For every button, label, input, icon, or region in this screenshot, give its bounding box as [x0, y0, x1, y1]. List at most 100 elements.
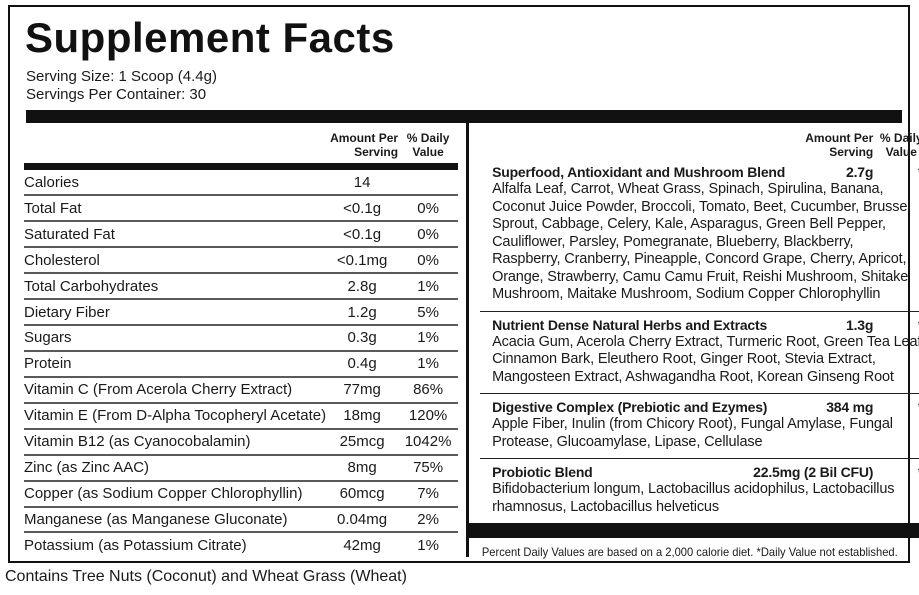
- table-row: Saturated Fat <0.1g 0%: [24, 222, 459, 249]
- nutrient-amount: 42mg: [343, 536, 381, 554]
- blends-panel: Amount Per Serving % Daily Value Superfo…: [469, 123, 919, 560]
- dv-header-line2: Value: [412, 145, 444, 160]
- blend-amount: 22.5mg (2 Bil CFU): [753, 464, 874, 481]
- nutrient-name: Vitamin E (From D-Alpha Tocopheryl Aceta…: [24, 407, 327, 425]
- nutrient-daily-value: 120%: [408, 407, 448, 425]
- table-row: Total Carbohydrates 2.8g 1%: [24, 274, 459, 301]
- header-rule-left: [24, 163, 459, 171]
- amount-header-line1: Amount Per: [330, 131, 399, 146]
- nutrient-rows: Calories 14 Total Fat <0.1g 0% Saturated…: [24, 170, 459, 557]
- nutrient-amount: <0.1g: [343, 199, 382, 217]
- table-row: Sugars 0.3g 1%: [24, 326, 459, 352]
- nutrient-amount: <0.1g: [343, 225, 382, 243]
- table-row: Vitamin C (From Acerola Cherry Extract) …: [24, 378, 459, 404]
- page-title: Supplement Facts: [25, 14, 395, 61]
- table-row: Dietary Fiber 1.2g 5%: [24, 300, 459, 326]
- column-divider: [466, 123, 470, 558]
- nutrient-name: Zinc (as Zinc AAC): [24, 459, 150, 477]
- blend-name: Digestive Complex (Prebiotic and Ezymes): [492, 399, 768, 416]
- supplement-facts-label: Supplement Facts Serving Size: 1 Scoop (…: [8, 5, 919, 563]
- nutrient-daily-value: 1%: [417, 355, 439, 373]
- blend-ingredients: Alfalfa Leaf, Carrot, Wheat Grass, Spina…: [492, 181, 911, 303]
- nutrient-daily-value: 86%: [413, 381, 444, 399]
- nutrient-amount: 25mcg: [339, 433, 385, 451]
- blend-list: Superfood, Antioxidant and Mushroom Blen…: [480, 159, 919, 523]
- nutrient-name: Total Fat: [24, 199, 82, 217]
- footnote-group: Percent Daily Values are based on a 2,00…: [469, 523, 919, 560]
- nutrient-daily-value: 1%: [417, 536, 439, 554]
- dv-header-line2: Value: [885, 145, 917, 160]
- dv-header-line1: % Daily: [406, 131, 450, 146]
- nutrient-name: Potassium (as Potassium Citrate): [24, 536, 247, 554]
- nutrient-amount: <0.1mg: [336, 251, 388, 269]
- nutrient-amount: 0.4g: [347, 355, 377, 373]
- dv-header-line1: % Daily: [879, 131, 919, 146]
- nutrient-daily-value: 1%: [417, 277, 439, 295]
- footnote: Percent Daily Values are based on a 2,00…: [481, 545, 898, 560]
- blend-daily-value: *: [873, 164, 919, 180]
- nutrient-name: Total Carbohydrates: [24, 277, 159, 295]
- nutrient-name: Protein: [24, 355, 72, 373]
- blend-header: Superfood, Antioxidant and Mushroom Blen…: [492, 164, 919, 180]
- amount-header-line1: Amount Per: [805, 131, 874, 146]
- table-row: Vitamin B12 (as Cyanocobalamin) 25mcg 10…: [24, 430, 459, 456]
- nutrients-header: Amount Per Serving % Daily Value: [24, 123, 458, 163]
- table-row: Manganese (as Manganese Gluconate) 0.04m…: [24, 508, 459, 534]
- nutrient-daily-value: 0%: [417, 199, 439, 217]
- nutrient-name: Vitamin C (From Acerola Cherry Extract): [24, 381, 293, 399]
- nutrient-daily-value: 1042%: [404, 433, 452, 451]
- label-columns: Amount Per Serving % Daily Value Calorie…: [10, 123, 919, 559]
- nutrient-daily-value: 2%: [417, 511, 439, 529]
- table-row: Vitamin E (From D-Alpha Tocopheryl Aceta…: [24, 404, 459, 430]
- table-row: Cholesterol <0.1mg 0%: [24, 248, 459, 275]
- nutrient-name: Calories: [24, 173, 80, 191]
- nutrient-name: Cholesterol: [24, 251, 100, 269]
- nutrient-amount: 18mg: [343, 407, 381, 425]
- nutrient-daily-value: 0%: [417, 225, 439, 243]
- table-row: Total Fat <0.1g 0%: [24, 196, 459, 223]
- nutrient-name: Copper (as Sodium Copper Chlorophyllin): [24, 485, 303, 503]
- nutrient-amount: 14: [353, 173, 371, 191]
- nutrient-name: Saturated Fat: [24, 225, 115, 243]
- blend-daily-value: *: [873, 399, 919, 415]
- table-row: Copper (as Sodium Copper Chlorophyllin) …: [24, 482, 459, 508]
- bottom-divider-bar: [469, 523, 919, 539]
- blend-amount: 1.3g: [846, 316, 874, 333]
- nutrient-daily-value: 0%: [417, 251, 439, 269]
- nutrient-daily-value: 5%: [417, 303, 439, 321]
- blend-name: Superfood, Antioxidant and Mushroom Blen…: [492, 164, 786, 181]
- blend-section: Nutrient Dense Natural Herbs and Extract…: [480, 312, 919, 395]
- nutrient-amount: 1.2g: [347, 303, 377, 321]
- blend-ingredients: Apple Fiber, Inulin (from Chicory Root),…: [492, 416, 893, 450]
- nutrient-daily-value: 75%: [413, 459, 444, 477]
- amount-header-line2: Serving: [829, 145, 874, 160]
- blend-ingredients: Bifidobacterium longum, Lactobacillus ac…: [492, 481, 895, 515]
- nutrients-panel: Amount Per Serving % Daily Value Calorie…: [10, 123, 466, 557]
- blend-header: Digestive Complex (Prebiotic and Ezymes)…: [492, 399, 919, 415]
- amount-per-serving-header: Amount Per Serving: [326, 131, 398, 159]
- serving-size: Serving Size: 1 Scoop (4.4g): [26, 68, 217, 86]
- table-row: Protein 0.4g 1%: [24, 352, 459, 378]
- nutrient-name: Dietary Fiber: [24, 303, 110, 321]
- nutrient-name: Vitamin B12 (as Cyanocobalamin): [24, 433, 251, 451]
- blend-name: Probiotic Blend: [492, 464, 593, 481]
- daily-value-header: % Daily Value: [398, 131, 458, 159]
- table-row: Calories 14: [24, 170, 459, 197]
- blend-header: Probiotic Blend 22.5mg (2 Bil CFU) *: [492, 464, 919, 480]
- blends-header: Amount Per Serving % Daily Value: [480, 123, 919, 159]
- nutrient-amount: 8mg: [347, 459, 377, 477]
- nutrient-name: Manganese (as Manganese Gluconate): [24, 511, 288, 529]
- allergen-statement: Contains Tree Nuts (Coconut) and Wheat G…: [5, 568, 407, 585]
- blend-amount: 2.7g: [846, 164, 874, 181]
- amount-header-line2: Serving: [354, 145, 399, 160]
- nutrient-amount: 0.3g: [347, 329, 377, 347]
- blend-section: Probiotic Blend 22.5mg (2 Bil CFU) * Bif…: [480, 459, 919, 523]
- blend-ingredients: Acacia Gum, Acerola Cherry Extract, Turm…: [492, 333, 919, 385]
- nutrient-amount: 77mg: [343, 381, 381, 399]
- top-divider-bar: [26, 110, 902, 124]
- blend-name: Nutrient Dense Natural Herbs and Extract…: [492, 316, 768, 333]
- blend-daily-value: *: [873, 464, 919, 480]
- blend-daily-value: *: [873, 317, 919, 333]
- nutrient-amount: 0.04mg: [337, 511, 388, 529]
- table-row: Zinc (as Zinc AAC) 8mg 75%: [24, 456, 459, 482]
